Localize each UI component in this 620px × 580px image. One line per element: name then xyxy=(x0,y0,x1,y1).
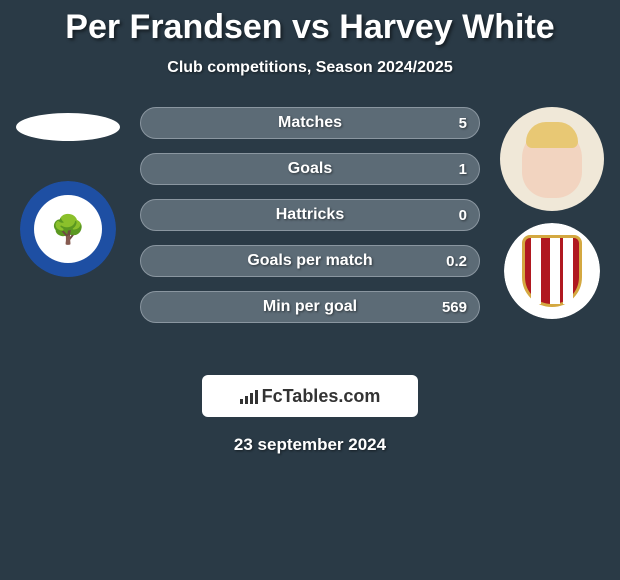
stat-label: Goals per match xyxy=(247,252,372,270)
wigan-badge: 🌳 xyxy=(20,181,116,277)
player-left-photo xyxy=(16,113,120,141)
player-right-photo xyxy=(500,107,604,211)
brand-text: FcTables.com xyxy=(262,386,381,407)
brand-logo: FcTables.com xyxy=(240,386,381,407)
stat-value-right: 0.2 xyxy=(446,253,467,270)
wigan-tree-icon: 🌳 xyxy=(34,195,102,263)
hair-icon xyxy=(526,122,578,148)
stat-value-right: 0 xyxy=(459,207,467,224)
page-title: Per Frandsen vs Harvey White xyxy=(0,0,620,47)
stat-row: Goals per match 0.2 xyxy=(140,245,480,277)
date-label: 23 september 2024 xyxy=(0,435,620,455)
stat-value-right: 1 xyxy=(459,161,467,178)
stat-row: Min per goal 569 xyxy=(140,291,480,323)
stat-row: Matches 5 xyxy=(140,107,480,139)
subtitle: Club competitions, Season 2024/2025 xyxy=(0,59,620,77)
stat-value-right: 5 xyxy=(459,115,467,132)
stevenage-badge xyxy=(504,223,600,319)
club-right-crest xyxy=(504,223,600,319)
brand-box: FcTables.com xyxy=(202,375,418,417)
right-column xyxy=(492,107,612,319)
left-column: 🌳 xyxy=(8,107,128,277)
face-icon xyxy=(522,128,582,198)
signal-icon xyxy=(240,388,258,404)
club-left-crest: 🌳 xyxy=(20,181,116,277)
shield-icon xyxy=(522,235,582,307)
stat-label: Min per goal xyxy=(263,298,357,316)
stats-bars: Matches 5 Goals 1 Hattricks 0 Goals per match 0… xyxy=(140,107,480,337)
stat-label: Hattricks xyxy=(276,206,344,224)
comparison-area: 🌳 Matches 5 Goals 1 Hattricks 0 Goals per matc… xyxy=(0,107,620,367)
stat-row: Goals 1 xyxy=(140,153,480,185)
stat-value-right: 569 xyxy=(442,299,467,316)
stat-label: Goals xyxy=(288,160,332,178)
infographic-root: Per Frandsen vs Harvey White Club compet… xyxy=(0,0,620,580)
stat-row: Hattricks 0 xyxy=(140,199,480,231)
stat-label: Matches xyxy=(278,114,342,132)
